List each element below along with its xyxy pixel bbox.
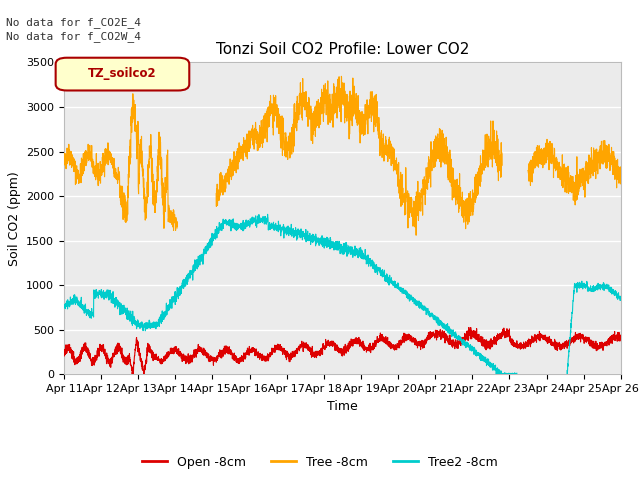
- Title: Tonzi Soil CO2 Profile: Lower CO2: Tonzi Soil CO2 Profile: Lower CO2: [216, 42, 469, 57]
- Text: No data for f_CO2W_4: No data for f_CO2W_4: [6, 31, 141, 42]
- FancyBboxPatch shape: [56, 58, 189, 90]
- Text: TZ_soilco2: TZ_soilco2: [88, 68, 157, 81]
- X-axis label: Time: Time: [327, 400, 358, 413]
- Text: No data for f_CO2E_4: No data for f_CO2E_4: [6, 17, 141, 28]
- Y-axis label: Soil CO2 (ppm): Soil CO2 (ppm): [8, 171, 20, 266]
- Legend: Open -8cm, Tree -8cm, Tree2 -8cm: Open -8cm, Tree -8cm, Tree2 -8cm: [137, 451, 503, 474]
